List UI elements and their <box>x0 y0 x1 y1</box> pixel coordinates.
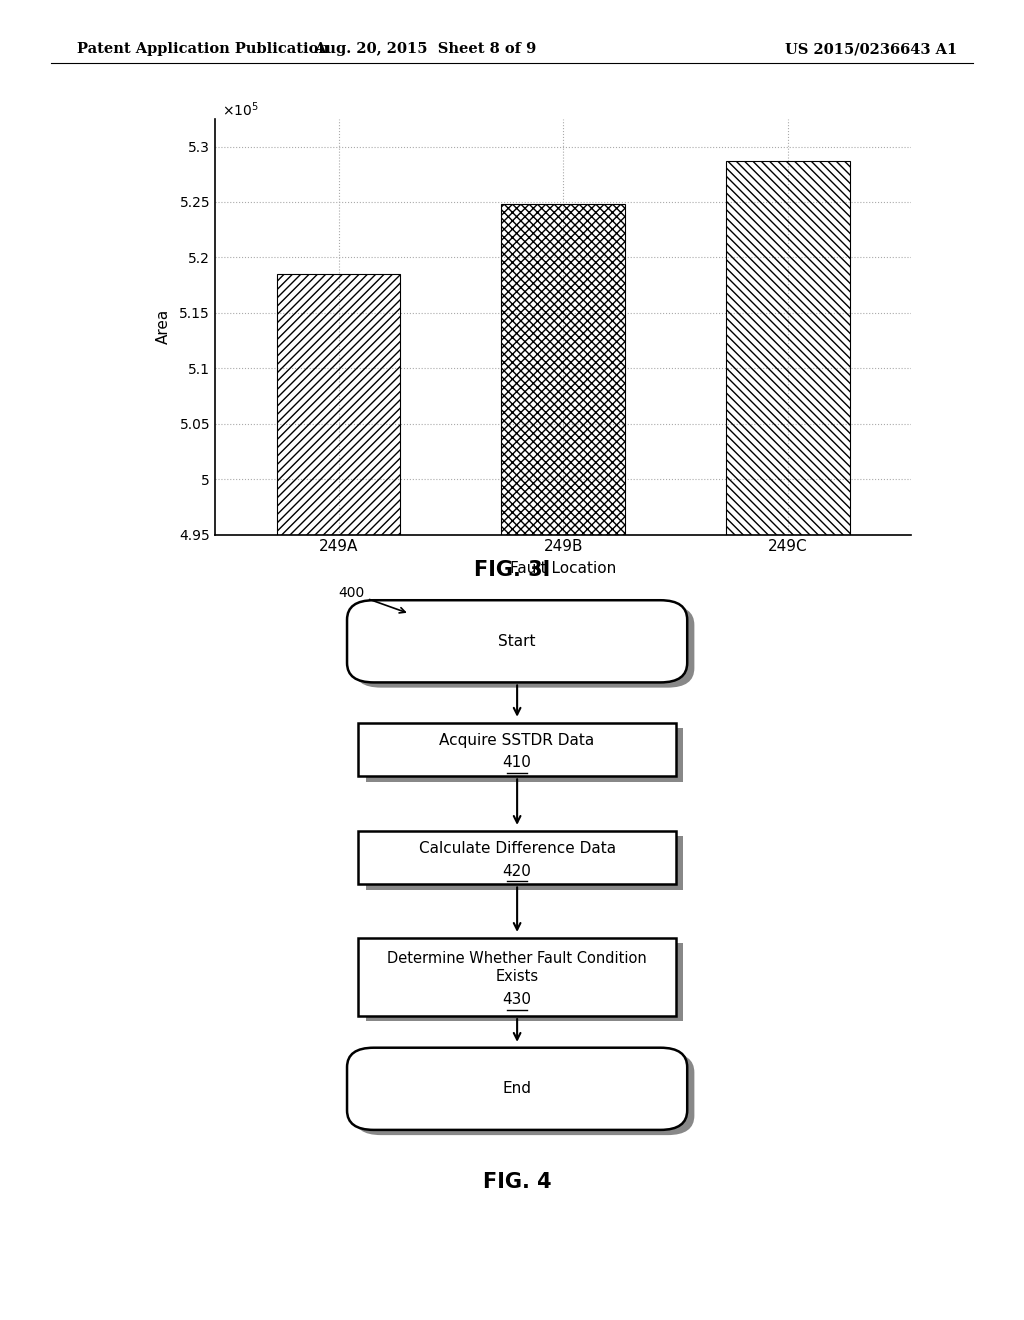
Text: End: End <box>503 1081 531 1097</box>
Text: Exists: Exists <box>496 969 539 985</box>
Text: FIG. 4: FIG. 4 <box>482 1172 552 1192</box>
Text: 400: 400 <box>338 586 406 612</box>
Text: Acquire SSTDR Data: Acquire SSTDR Data <box>439 733 595 748</box>
Bar <box>366 836 683 890</box>
Text: FIG. 3I: FIG. 3I <box>474 560 550 579</box>
Text: Aug. 20, 2015  Sheet 8 of 9: Aug. 20, 2015 Sheet 8 of 9 <box>313 42 537 57</box>
Text: $\times10^5$: $\times10^5$ <box>222 100 259 119</box>
Y-axis label: Area: Area <box>156 309 171 345</box>
Bar <box>502 205 625 535</box>
Text: Patent Application Publication: Patent Application Publication <box>77 42 329 57</box>
Bar <box>358 722 676 776</box>
Text: 420: 420 <box>503 863 531 879</box>
Bar <box>276 275 400 535</box>
X-axis label: Fault Location: Fault Location <box>510 561 616 577</box>
FancyBboxPatch shape <box>354 1053 694 1135</box>
Text: US 2015/0236643 A1: US 2015/0236643 A1 <box>785 42 957 57</box>
Text: 430: 430 <box>503 991 531 1007</box>
FancyBboxPatch shape <box>347 601 687 682</box>
Bar <box>358 830 676 884</box>
Text: Calculate Difference Data: Calculate Difference Data <box>419 841 615 857</box>
FancyBboxPatch shape <box>354 606 694 688</box>
Bar <box>358 937 676 1016</box>
FancyBboxPatch shape <box>347 1048 687 1130</box>
Bar <box>366 727 683 781</box>
Bar <box>366 942 683 1022</box>
Bar <box>726 161 850 535</box>
Text: Determine Whether Fault Condition: Determine Whether Fault Condition <box>387 950 647 966</box>
Text: 410: 410 <box>503 755 531 771</box>
Text: Start: Start <box>499 634 536 649</box>
